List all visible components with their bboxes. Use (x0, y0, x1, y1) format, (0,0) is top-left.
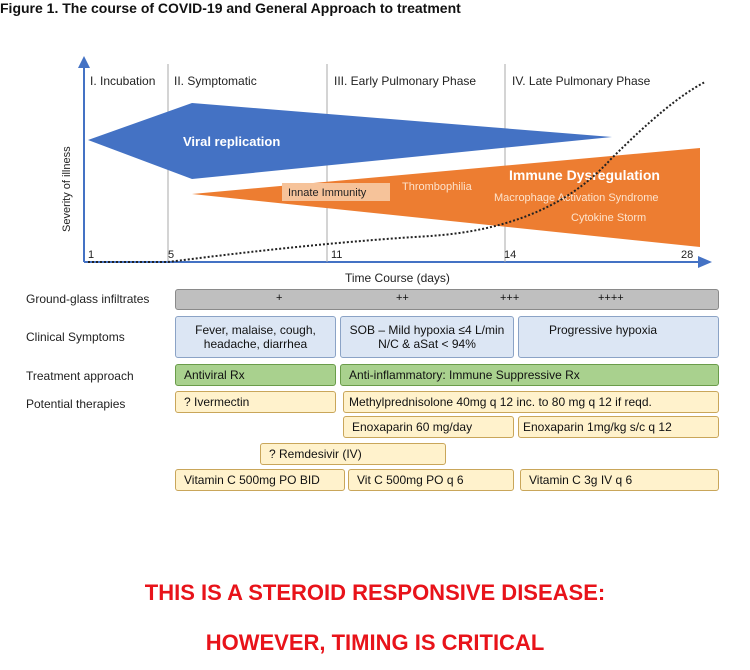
figure-title: Figure 1. The course of COVID-19 and Gen… (0, 0, 461, 16)
disease-course-diagram: I. Incubation II. Symptomatic III. Early… (61, 56, 712, 285)
x-tick-1: 1 (88, 249, 94, 261)
therapy-vitamin-c-bid-box: Vitamin C 500mg PO BID (175, 469, 345, 491)
therapy-enoxaparin-60-box: Enoxaparin 60 mg/day (343, 416, 514, 438)
y-axis-arrow (78, 56, 90, 68)
x-axis-label: Time Course (days) (345, 271, 450, 285)
viral-replication-label: Viral replication (183, 134, 280, 149)
therapy-ivermectin-box: ? Ivermectin (175, 391, 336, 413)
therapy-vitamin-c-q6-box: Vit C 500mg PO q 6 (348, 469, 514, 491)
row-label-ground-glass: Ground-glass infiltrates (26, 292, 150, 306)
innate-immunity-label: Innate Immunity (288, 187, 367, 199)
treatment-antiviral-box: Antiviral Rx (175, 364, 336, 386)
x-tick-14: 14 (504, 249, 516, 261)
cytokine-storm-label: Cytokine Storm (571, 212, 646, 224)
ground-glass-level-2: ++ (396, 292, 409, 304)
ground-glass-level-1: + (276, 292, 283, 304)
immune-dysregulation-triangle (192, 148, 700, 247)
immune-dysregulation-label: Immune Dysregulation (509, 167, 660, 183)
treatment-anti-inflammatory-box: Anti-inflammatory: Immune Suppressive Rx (340, 364, 719, 386)
row-label-therapies: Potential therapies (26, 397, 126, 411)
severity-curve (88, 81, 706, 263)
x-tick-5: 5 (168, 249, 174, 261)
ground-glass-bar (175, 289, 719, 310)
innate-immunity-backdrop (282, 183, 390, 201)
phase-label-early-pulmonary: III. Early Pulmonary Phase (334, 74, 476, 88)
x-tick-11: 11 (331, 249, 342, 261)
ground-glass-level-3: +++ (500, 292, 520, 304)
clinical-late-box: Progressive hypoxia (518, 316, 719, 358)
therapy-methylprednisolone-box: Methylprednisolone 40mg q 12 inc. to 80 … (343, 391, 719, 413)
phase-label-symptomatic: II. Symptomatic (174, 74, 257, 88)
phase-label-incubation: I. Incubation (90, 74, 155, 88)
therapy-vitamin-c-iv-box: Vitamin C 3g IV q 6 (520, 469, 719, 491)
row-label-treatment: Treatment approach (26, 369, 134, 383)
thrombophilia-label: Thrombophilia (402, 181, 473, 193)
y-axis-label: Severity of illness (61, 146, 73, 232)
therapy-remdesivir-box: ? Remdesivir (IV) (260, 443, 446, 465)
row-label-clinical: Clinical Symptoms (26, 330, 125, 344)
ground-glass-level-4: ++++ (598, 292, 624, 304)
macrophage-label: Macrophage Activation Syndrome (494, 192, 658, 204)
viral-replication-body (192, 103, 612, 179)
x-tick-28: 28 (681, 249, 693, 261)
viral-replication-triangle (88, 103, 192, 179)
phase-label-late-pulmonary: IV. Late Pulmonary Phase (512, 74, 651, 88)
footer-timing-critical: HOWEVER, TIMING IS CRITICAL (205, 630, 545, 655)
x-axis-arrow (698, 256, 712, 268)
footer-steroid-responsive: THIS IS A STEROID RESPONSIVE DISEASE: (144, 580, 606, 605)
therapy-enoxaparin-1mg-box: Enoxaparin 1mg/kg s/c q 12 (518, 416, 719, 438)
clinical-early-box: SOB – Mild hypoxia ≤4 L/min N/C & aSat <… (340, 316, 514, 358)
clinical-symptomatic-box: Fever, malaise, cough, headache, diarrhe… (175, 316, 336, 358)
